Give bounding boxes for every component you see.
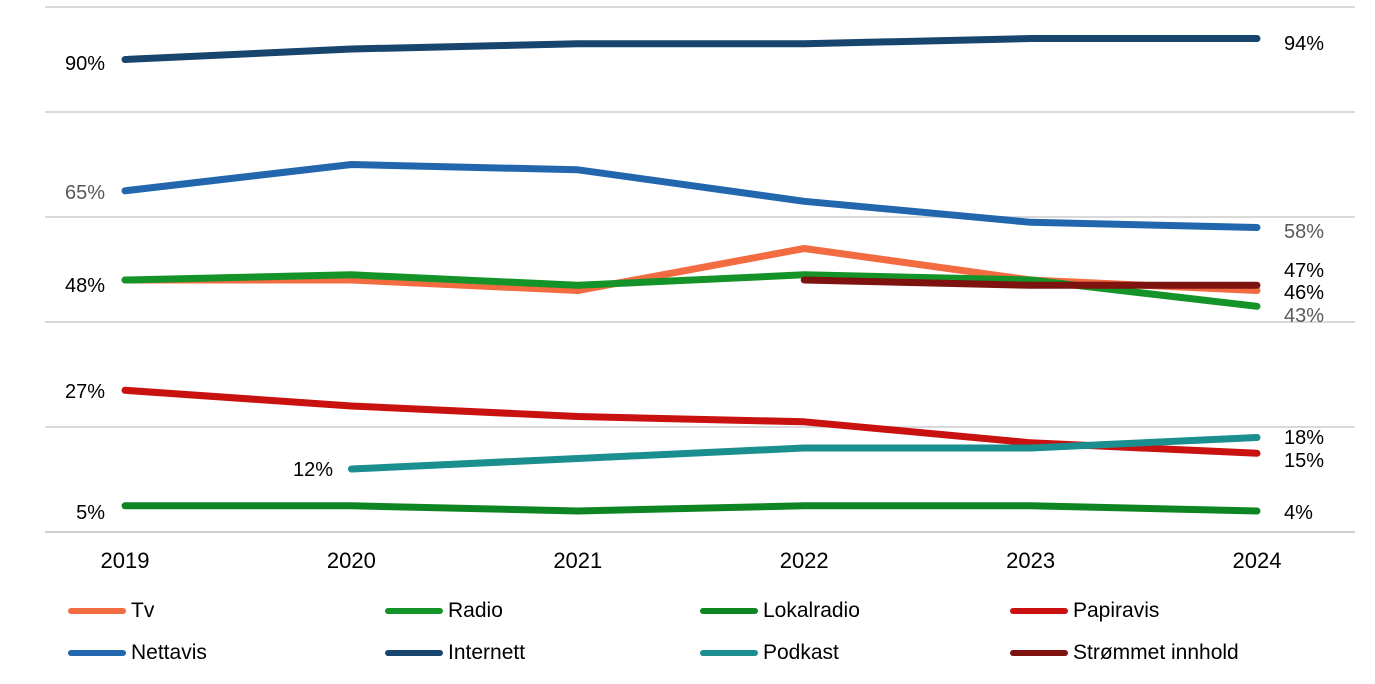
legend-item-papiravis: Papiravis <box>1010 599 1159 623</box>
legend-swatch-lokalradio <box>700 608 758 614</box>
legend-item-nettavis: Nettavis <box>68 641 207 665</box>
value-label: 90% <box>65 53 105 75</box>
value-label: 47% <box>1284 260 1324 282</box>
x-axis-label-2020: 2020 <box>326 548 376 573</box>
legend-label: Nettavis <box>131 641 207 664</box>
value-label: 27% <box>65 381 105 403</box>
chart-plot-area: 90% 65% 48% 27% 12% 5% 94% 58% 47%46%43% 18%15% 4% <box>45 6 1355 533</box>
value-label: 43% <box>1284 305 1324 327</box>
value-label: 15% <box>1284 450 1324 472</box>
series-line-nettavis <box>121 161 1261 231</box>
legend-label: Papiravis <box>1073 599 1160 622</box>
legend-item-lokalradio: Lokalradio <box>700 599 860 623</box>
series-line-str-mmet-innhold <box>800 276 1261 289</box>
value-label: 65% <box>65 182 105 204</box>
value-label: 94% <box>1284 33 1324 55</box>
x-axis-label-2022: 2022 <box>779 548 829 573</box>
x-axis: 2019 2020 2021 2022 2023 2024 <box>0 548 1375 578</box>
legend-item-tv: Tv <box>68 599 154 623</box>
legend-item-internett: Internett <box>385 641 525 665</box>
legend-swatch-tv <box>68 608 126 614</box>
legend-swatch-papiravis <box>1010 608 1068 614</box>
legend-swatch-nettavis <box>68 650 126 656</box>
value-label: 58% <box>1284 221 1324 243</box>
legend-label: Radio <box>448 599 503 622</box>
legend-label: Strømmet innhold <box>1073 641 1239 664</box>
legend-swatch-str-mmet-innhold <box>1010 650 1068 656</box>
value-label: 4% <box>1284 502 1313 524</box>
series-line-internett <box>121 35 1261 63</box>
series-line-podkast <box>347 434 1261 473</box>
legend-label: Lokalradio <box>763 599 860 622</box>
value-label: 18% <box>1284 427 1324 449</box>
x-axis-label-2021: 2021 <box>553 548 603 573</box>
value-label: 46% <box>1284 282 1324 304</box>
legend-item-podkast: Podkast <box>700 641 839 665</box>
legend-item-radio: Radio <box>385 599 503 623</box>
value-label: 48% <box>65 275 105 297</box>
series-line-lokalradio <box>121 502 1261 515</box>
legend-swatch-podkast <box>700 650 758 656</box>
legend-swatch-internett <box>385 650 443 656</box>
x-axis-label-2023: 2023 <box>1006 548 1056 573</box>
legend-swatch-radio <box>385 608 443 614</box>
legend-label: Tv <box>131 599 155 622</box>
legend-label: Internett <box>448 641 526 664</box>
legend-item-str-mmet-innhold: Strømmet innhold <box>1010 641 1239 665</box>
value-label: 5% <box>76 502 105 524</box>
x-axis-label-2024: 2024 <box>1232 548 1282 573</box>
legend-label: Podkast <box>763 641 839 664</box>
value-label: 12% <box>293 459 333 481</box>
x-axis-label-2019: 2019 <box>100 548 150 573</box>
